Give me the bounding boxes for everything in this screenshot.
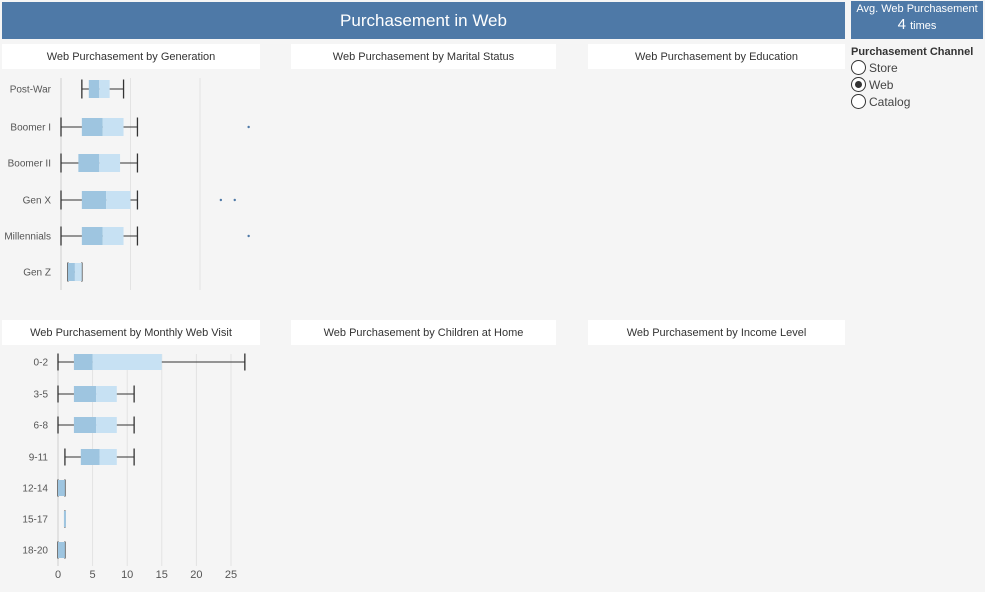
outlier-point[interactable] [219, 198, 223, 202]
box-lower-quartile [80, 449, 100, 465]
boxplot-chart-3: 01020BasicGraduation2n CycleMasterPhD [588, 70, 858, 292]
category-label: Gen X [23, 196, 52, 207]
box-18-20[interactable]: 18-20 [22, 541, 66, 559]
radio-catalog[interactable] [851, 94, 866, 109]
box-upper-quartile [102, 118, 124, 136]
option-label-catalog: Catalog [869, 94, 911, 109]
boxplot-chart-4: 0 5 10 15 20 25 0-2 3-5 6-8 9-11 12-14 15-17 18-20 [22, 353, 246, 581]
category-label: 3-5 [34, 390, 49, 401]
box-collapsed [63, 511, 66, 527]
box-upper-quartile [106, 191, 131, 209]
purchasement-channel-filter: Purchasement Channel Store Web Catalog [851, 46, 983, 110]
kpi-label: Avg. Web Purchasement [856, 3, 978, 15]
kpi-value-line: 4 times [851, 16, 983, 33]
filter-option-catalog[interactable]: Catalog [851, 93, 983, 110]
box-12-14[interactable]: 12-14 [22, 479, 66, 497]
box-lower-quartile [73, 417, 97, 433]
x-tick-label: 25 [225, 569, 237, 581]
category-label: Gen Z [23, 268, 51, 279]
x-tick-label: 10 [121, 569, 133, 581]
boxplot-chart-2: 0510152025AlonePartner [291, 70, 571, 292]
box-upper-quartile [96, 417, 117, 433]
x-tick-label: 15 [156, 569, 168, 581]
category-label: 15-17 [22, 515, 48, 526]
kpi-value: 4 [897, 16, 906, 33]
outlier-point[interactable] [247, 125, 250, 129]
box-lower-quartile [67, 263, 75, 281]
outlier-point[interactable] [233, 198, 236, 202]
filter-option-store[interactable]: Store [851, 59, 983, 76]
box-lower-quartile [88, 80, 100, 98]
x-tick-label: 20 [190, 569, 202, 581]
box-lower-quartile [58, 542, 65, 558]
category-label: Boomer II [8, 159, 51, 170]
chart-title-6: Web Purchasement by Income Level [588, 320, 845, 345]
box-post-war[interactable]: Post-War [10, 79, 125, 99]
box-upper-quartile [102, 227, 124, 245]
box-0-2[interactable]: 0-2 [34, 353, 246, 371]
category-label: 6-8 [34, 421, 49, 432]
category-label: 12-14 [22, 484, 48, 495]
box-upper-quartile [99, 154, 121, 172]
category-label: 0-2 [34, 358, 49, 369]
box-lower-quartile [81, 227, 103, 245]
chart-title-4: Web Purchasement by Monthly Web Visit [2, 320, 260, 345]
chart-title-1: Web Purchasement by Generation [2, 44, 260, 69]
box-6-8[interactable]: 6-8 [34, 416, 135, 434]
box-boomer-i[interactable]: Boomer I [10, 117, 250, 137]
chart-title-5: Web Purchasement by Children at Home [291, 320, 556, 345]
box-lower-quartile [81, 191, 107, 209]
box-9-11[interactable]: 9-11 [29, 448, 135, 466]
box-gen-x[interactable]: Gen X [23, 190, 236, 210]
chart-title-2: Web Purchasement by Marital Status [291, 44, 556, 69]
radio-web[interactable] [851, 77, 866, 92]
box-upper-quartile [74, 263, 82, 281]
filter-title: Purchasement Channel [851, 46, 974, 58]
box-upper-quartile [96, 386, 117, 402]
avg-web-purchasement-kpi: Avg. Web Purchasement 4 times [851, 1, 983, 39]
category-label: 9-11 [29, 453, 49, 464]
category-label: Millennials [4, 232, 51, 243]
x-tick-label: 5 [90, 569, 96, 581]
category-label: Boomer I [10, 123, 51, 134]
box-lower-quartile [73, 354, 93, 370]
radio-store[interactable] [851, 60, 866, 75]
box-15-17[interactable]: 15-17 [22, 510, 66, 528]
option-label-store: Store [869, 60, 898, 75]
chart-title-3: Web Purchasement by Education [588, 44, 845, 69]
boxplot-chart-6: 01020LowLower-MiddleUpper-MiddleHigh [588, 346, 858, 586]
box-lower-quartile [81, 118, 103, 136]
category-label: Post-War [10, 85, 52, 96]
box-lower-quartile [78, 154, 100, 172]
boxplot-chart-5: 0510152025No Kids2712233 [291, 346, 571, 586]
box-boomer-ii[interactable]: Boomer II [8, 153, 139, 173]
box-upper-quartile [99, 449, 117, 465]
box-lower-quartile [73, 386, 97, 402]
box-gen-z[interactable]: Gen Z [23, 262, 83, 282]
box-upper-quartile [92, 354, 162, 370]
box-upper-quartile [99, 80, 110, 98]
filter-option-web[interactable]: Web [851, 76, 983, 93]
dashboard-title: Purchasement in Web [2, 2, 845, 39]
box-millennials[interactable]: Millennials [4, 226, 250, 246]
option-label-web: Web [869, 77, 894, 92]
outlier-point[interactable] [247, 234, 250, 238]
box-3-5[interactable]: 3-5 [34, 385, 135, 403]
x-tick-label: 0 [55, 569, 61, 581]
category-label: 18-20 [22, 546, 48, 557]
kpi-unit: times [910, 20, 937, 32]
box-lower-quartile [58, 480, 65, 496]
